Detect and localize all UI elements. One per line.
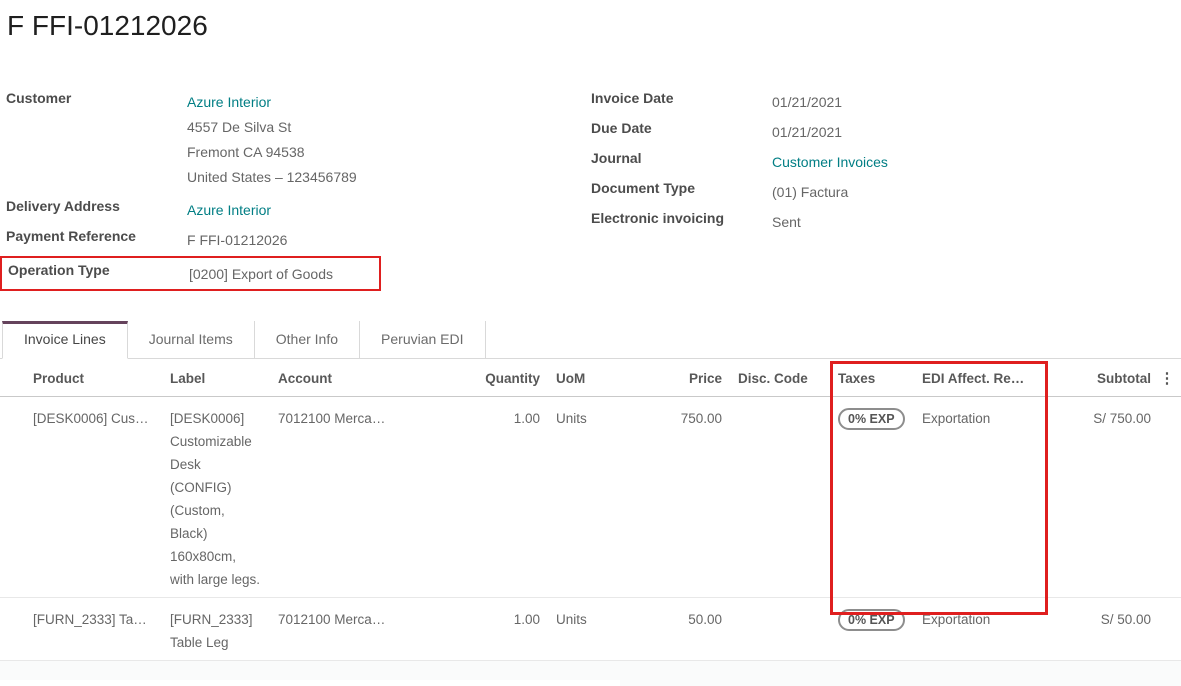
- due-date-label: Due Date: [591, 120, 652, 136]
- tax-badge: 0% EXP: [838, 408, 905, 430]
- table-row[interactable]: [FURN_2333] Ta… [FURN_2333] Table Leg 70…: [0, 597, 1181, 661]
- column-header-subtotal[interactable]: Subtotal: [1034, 359, 1159, 397]
- customer-address-line: Fremont CA 94538: [187, 144, 305, 160]
- tab-other-info[interactable]: Other Info: [254, 321, 361, 358]
- table-header-row: Product Label Account Quantity UoM Price…: [0, 359, 1181, 397]
- field-invoice-date: Invoice Date 01/21/2021: [585, 86, 1181, 116]
- cell-disc-code: [730, 396, 830, 598]
- invoice-lines-table: Product Label Account Quantity UoM Price…: [0, 359, 1181, 661]
- cell-disc-code: [730, 597, 830, 661]
- cell-label: [DESK0006] Customizable Desk (CONFIG) (C…: [162, 396, 270, 598]
- tab-peruvian-edi[interactable]: Peruvian EDI: [360, 321, 486, 358]
- document-type-value: (01) Factura: [772, 184, 849, 200]
- payment-reference-value: F FFI-01212026: [187, 232, 288, 248]
- cell-quantity: 1.00: [460, 396, 548, 598]
- electronic-invoicing-label: Electronic invoicing: [591, 210, 725, 226]
- field-payment-reference: Payment Reference F FFI-01212026: [0, 224, 585, 254]
- column-header-edi-affect[interactable]: EDI Affect. Re…: [914, 359, 1034, 397]
- cell-price: 750.00: [640, 396, 730, 598]
- cell-uom: Units: [548, 396, 640, 598]
- invoice-info-section: Customer Azure Interior 4557 De Silva St…: [0, 86, 1181, 291]
- column-header-taxes[interactable]: Taxes: [830, 359, 914, 397]
- field-document-type: Document Type (01) Factura: [585, 176, 1181, 206]
- payment-reference-label: Payment Reference: [6, 228, 136, 244]
- column-header-product[interactable]: Product: [0, 359, 162, 397]
- cell-label: [FURN_2333] Table Leg: [162, 597, 270, 661]
- field-journal: Journal Customer Invoices: [585, 146, 1181, 176]
- cell-product: [DESK0006] Cus…: [0, 396, 162, 598]
- cell-product: [FURN_2333] Ta…: [0, 597, 162, 661]
- cell-taxes: 0% EXP: [830, 597, 914, 661]
- invoice-date-value: 01/21/2021: [772, 94, 843, 110]
- tab-journal-items[interactable]: Journal Items: [127, 321, 255, 358]
- journal-label: Journal: [591, 150, 642, 166]
- delivery-address-label: Delivery Address: [6, 198, 120, 214]
- cell-edi-affect: Exportation: [914, 597, 1034, 661]
- cell-taxes: 0% EXP: [830, 396, 914, 598]
- field-delivery-address: Delivery Address Azure Interior: [0, 194, 585, 224]
- tab-bar: Invoice Lines Journal Items Other Info P…: [0, 321, 1181, 359]
- customer-address-line: United States – 123456789: [187, 169, 357, 185]
- cell-account: 7012100 Merca…: [270, 396, 460, 598]
- operation-type-value: [0200] Export of Goods: [189, 266, 333, 282]
- column-header-price[interactable]: Price: [640, 359, 730, 397]
- optional-columns-icon[interactable]: ⋮: [1159, 359, 1181, 397]
- page-title: F FFI-01212026: [7, 10, 208, 41]
- field-operation-type-highlighted: Operation Type [0200] Export of Goods: [0, 256, 381, 291]
- column-header-account[interactable]: Account: [270, 359, 460, 397]
- due-date-value: 01/21/2021: [772, 124, 843, 140]
- field-due-date: Due Date 01/21/2021: [585, 116, 1181, 146]
- cell-subtotal: S/ 50.00: [1034, 597, 1159, 661]
- customer-address-line: 4557 De Silva St: [187, 119, 292, 135]
- column-header-label[interactable]: Label: [162, 359, 270, 397]
- info-right-column: Invoice Date 01/21/2021 Due Date 01/21/2…: [585, 86, 1181, 291]
- cell-quantity: 1.00: [460, 597, 548, 661]
- document-type-label: Document Type: [591, 180, 695, 196]
- customer-link[interactable]: Azure Interior: [187, 94, 272, 110]
- column-header-uom[interactable]: UoM: [548, 359, 640, 397]
- cell-edi-affect: Exportation: [914, 396, 1034, 598]
- customer-label: Customer: [6, 90, 72, 106]
- column-header-disc-code[interactable]: Disc. Code: [730, 359, 830, 397]
- invoice-date-label: Invoice Date: [591, 90, 674, 106]
- cell-subtotal: S/ 750.00: [1034, 396, 1159, 598]
- table-row[interactable]: [DESK0006] Cus… [DESK0006] Customizable …: [0, 396, 1181, 598]
- electronic-invoicing-value: Sent: [772, 214, 801, 230]
- journal-link[interactable]: Customer Invoices: [772, 154, 888, 170]
- column-header-quantity[interactable]: Quantity: [460, 359, 548, 397]
- delivery-address-link[interactable]: Azure Interior: [187, 202, 272, 218]
- cell-price: 50.00: [640, 597, 730, 661]
- tab-invoice-lines[interactable]: Invoice Lines: [2, 321, 128, 359]
- field-customer: Customer Azure Interior 4557 De Silva St…: [0, 86, 585, 190]
- field-electronic-invoicing: Electronic invoicing Sent: [585, 206, 1181, 236]
- table-footer-strip: [0, 661, 1181, 686]
- cell-uom: Units: [548, 597, 640, 661]
- cell-account: 7012100 Merca…: [270, 597, 460, 661]
- notebook: Invoice Lines Journal Items Other Info P…: [0, 321, 1181, 686]
- operation-type-label: Operation Type: [8, 262, 110, 278]
- info-left-column: Customer Azure Interior 4557 De Silva St…: [0, 86, 585, 291]
